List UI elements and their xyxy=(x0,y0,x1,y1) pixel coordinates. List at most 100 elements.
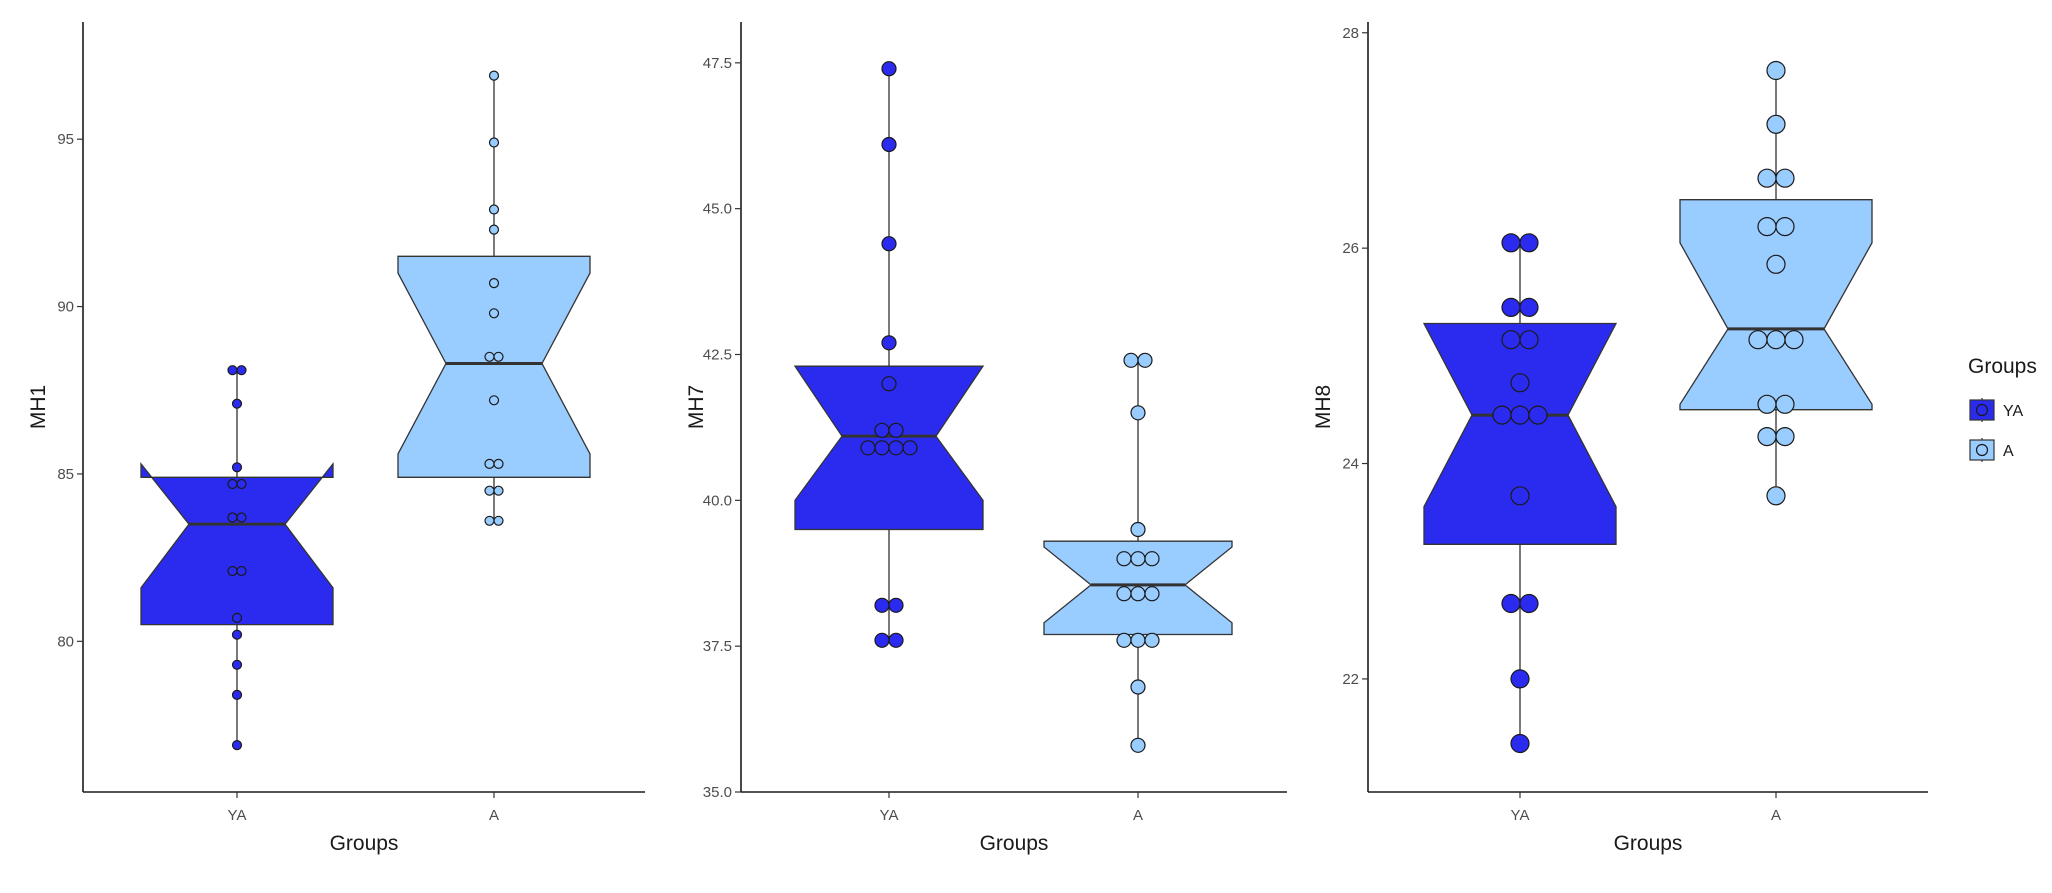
box-group-ya xyxy=(793,61,985,648)
data-point xyxy=(1775,427,1795,447)
data-point xyxy=(888,422,904,438)
legend-label-ya: YA xyxy=(2003,403,2023,420)
data-point xyxy=(484,458,495,469)
data-point xyxy=(236,365,247,376)
data-point xyxy=(493,458,504,469)
y-tick-label: 80 xyxy=(57,633,74,650)
panel-mh7: 35.0 37.5 40.0 42.5 45.0 47.5 YA A Groups MH7 xyxy=(685,22,1287,855)
data-point xyxy=(874,597,890,613)
data-point xyxy=(881,236,897,252)
data-point xyxy=(1519,593,1539,614)
data-point xyxy=(1510,669,1530,689)
y-tick-label: 42.5 xyxy=(703,347,732,364)
y-tick-label: 85 xyxy=(57,466,74,483)
x-tick-label: A xyxy=(1133,807,1143,824)
y-tick-label: 40.0 xyxy=(703,492,732,509)
data-point xyxy=(493,351,504,362)
data-point xyxy=(1137,352,1153,368)
y-tick-label: 90 xyxy=(57,299,74,316)
data-point xyxy=(1766,114,1786,134)
data-point xyxy=(227,565,238,577)
data-point xyxy=(888,632,904,648)
data-point xyxy=(1130,632,1146,648)
x-axis-title: Groups xyxy=(1614,832,1683,855)
data-point xyxy=(1130,586,1146,602)
data-point xyxy=(1766,486,1786,506)
data-point xyxy=(488,278,500,289)
data-point xyxy=(1757,427,1777,447)
data-point xyxy=(1501,233,1521,253)
data-point xyxy=(1748,330,1768,350)
data-point xyxy=(488,224,500,235)
legend: Groups YA A xyxy=(1968,355,2037,462)
data-point xyxy=(1116,586,1132,602)
legend-key-a xyxy=(1969,438,1995,462)
data-point xyxy=(1528,405,1548,425)
data-point xyxy=(488,137,500,148)
data-point xyxy=(1116,551,1132,567)
box-body xyxy=(1679,199,1873,411)
y-tick-label: 95 xyxy=(57,131,74,148)
x-axis-title: Groups xyxy=(980,832,1049,855)
data-point xyxy=(231,398,243,409)
box-body xyxy=(140,462,334,626)
data-point xyxy=(488,204,500,215)
x-tick-label: YA xyxy=(880,807,899,824)
data-point xyxy=(236,512,247,523)
data-point xyxy=(881,376,897,392)
box-group-a xyxy=(397,70,591,526)
x-tick-label: A xyxy=(489,807,499,824)
data-point xyxy=(236,565,247,577)
x-tick-label: A xyxy=(1771,807,1781,824)
data-point xyxy=(231,629,243,640)
data-point xyxy=(1130,521,1146,538)
data-point xyxy=(1130,551,1146,567)
data-point xyxy=(231,462,243,473)
data-point xyxy=(1784,330,1804,350)
y-tick-label: 26 xyxy=(1342,240,1359,257)
data-point xyxy=(902,440,918,456)
data-point xyxy=(493,485,504,496)
data-point xyxy=(1501,330,1521,350)
box-group-ya xyxy=(1422,233,1618,754)
legend-title: Groups xyxy=(1968,355,2037,378)
data-point xyxy=(1144,632,1160,648)
x-axis-title: Groups xyxy=(330,832,399,855)
data-point xyxy=(1766,330,1786,350)
data-point xyxy=(484,515,495,526)
data-point xyxy=(227,365,238,376)
data-point xyxy=(888,440,904,456)
data-point xyxy=(1757,168,1777,188)
data-point xyxy=(1510,373,1530,393)
y-tick-label: 28 xyxy=(1342,25,1359,42)
data-point xyxy=(484,485,495,496)
data-point xyxy=(231,612,243,624)
data-point xyxy=(1130,679,1146,695)
data-point xyxy=(1519,233,1539,253)
box-group-ya xyxy=(140,365,334,751)
y-tick-label: 35.0 xyxy=(703,784,732,801)
legend-label-a: A xyxy=(2003,443,2014,460)
data-point xyxy=(874,440,890,456)
panel-mh1: 80 85 90 95 YA A Groups MH1 xyxy=(27,22,645,855)
data-point xyxy=(1130,737,1146,753)
data-point xyxy=(1144,586,1160,602)
y-axis-title: MH8 xyxy=(1312,385,1335,429)
data-point xyxy=(874,632,890,648)
data-point xyxy=(484,351,495,362)
data-point xyxy=(231,689,243,701)
y-tick-label: 37.5 xyxy=(703,638,732,655)
box-group-a xyxy=(1043,352,1233,753)
panel-mh8: 22 24 26 28 YA A Groups MH8 xyxy=(1312,22,1928,855)
data-point xyxy=(1757,394,1777,414)
data-point xyxy=(881,61,897,77)
box-body xyxy=(397,255,591,478)
data-point xyxy=(1501,297,1521,317)
box-group-a xyxy=(1679,60,1873,506)
data-point xyxy=(1519,330,1539,350)
y-axis-title: MH1 xyxy=(27,385,50,429)
data-point xyxy=(1766,254,1786,274)
data-point xyxy=(1510,486,1530,506)
data-point xyxy=(488,395,500,406)
data-point xyxy=(1775,394,1795,414)
